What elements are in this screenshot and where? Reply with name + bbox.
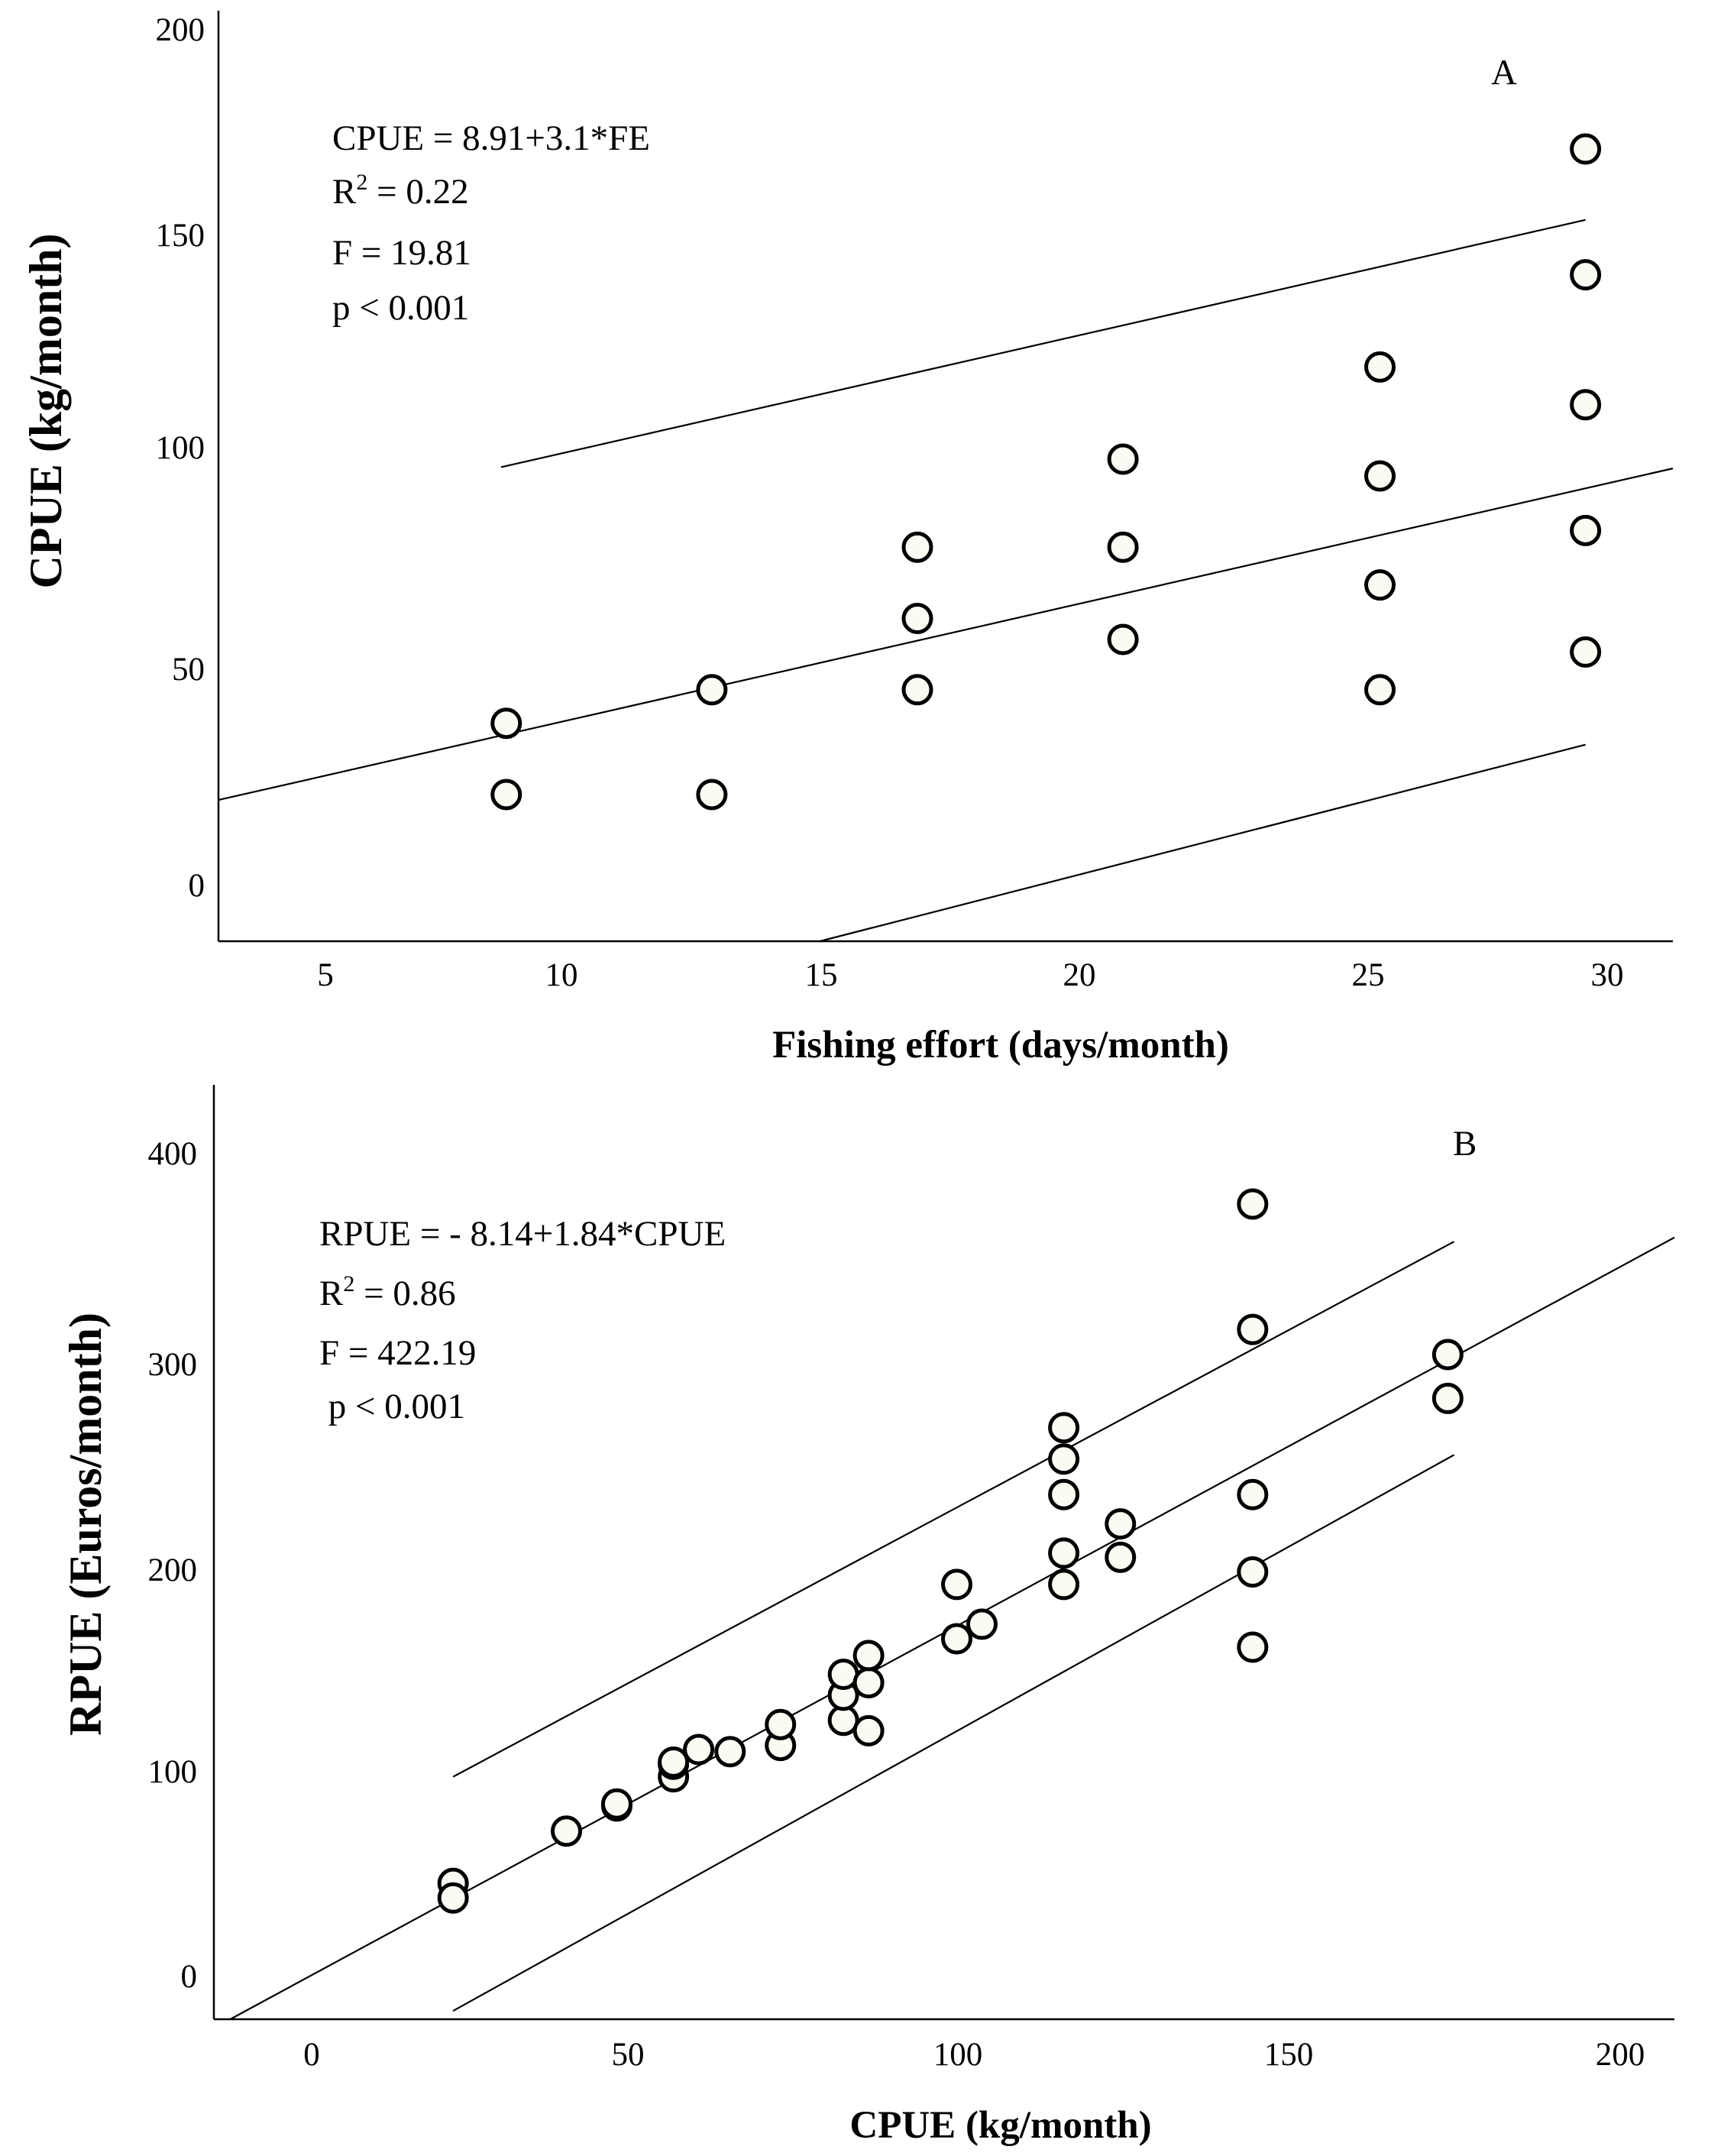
panel-a-data-point [901, 531, 933, 563]
panel-a-points [490, 133, 1602, 811]
panel-a-data-point [1364, 569, 1396, 601]
panel-b-points [437, 1188, 1464, 1914]
panel-a-data-point [1107, 443, 1139, 475]
panel-a-x-tick-label: 20 [1063, 957, 1096, 993]
panel-b-data-point [714, 1736, 746, 1768]
panel-b-data-point [1237, 1631, 1269, 1663]
panel-a-data-point [1570, 514, 1602, 546]
panel-a-equation: CPUE = 8.91+3.1*FE [332, 118, 650, 158]
panel-a-y-axis-label: CPUE (kg/month) [21, 233, 71, 588]
panel-b-data-point [1048, 1478, 1080, 1510]
panel-a-y-ticks: 0 50 100 150 200 [156, 12, 205, 904]
panel-b-p-value: p < 0.001 [319, 1387, 465, 1426]
panel-b-x-tick-label: 150 [1264, 2037, 1314, 2073]
panel-b-x-tick-label: 0 [303, 2037, 320, 2073]
panel-a-data-point [490, 779, 522, 811]
panel-a-lower-prediction-line [819, 743, 1586, 943]
panel-b-data-point [940, 1623, 972, 1655]
panel-a-data-point [1570, 259, 1602, 291]
panel-b-data-point [940, 1568, 972, 1601]
panel-a-x-tick-label: 30 [1591, 957, 1624, 993]
panel-b-upper-prediction-line [452, 1241, 1455, 1778]
panel-a-data-point [696, 779, 728, 811]
panel-a-x-tick-label: 25 [1352, 957, 1385, 993]
panel-b-data-point [1237, 1478, 1269, 1510]
panel-b-x-axis-label: CPUE (kg/month) [849, 2104, 1151, 2147]
panel-b-f-statistic: F = 422.19 [319, 1333, 476, 1373]
panel-b-x-tick-label: 200 [1596, 2037, 1645, 2073]
panel-b-label: B [1453, 1124, 1477, 1164]
panel-a-y-tick-label: 0 [189, 868, 205, 904]
panel-b-data-point [1431, 1339, 1464, 1371]
panel-a-x-ticks: 5 10 15 20 25 30 [317, 957, 1623, 993]
panel-a-x-tick-label: 10 [545, 957, 578, 993]
panel-b-data-point [966, 1608, 998, 1640]
panel-b-data-point [1105, 1541, 1137, 1573]
panel-b-r-squared: R2 = 0.86 [319, 1271, 456, 1313]
panel-a-data-point [1364, 674, 1396, 706]
panel-b-data-point [437, 1882, 469, 1914]
panel-a-data-point [1570, 389, 1602, 421]
panel-b-y-tick-label: 300 [148, 1347, 198, 1383]
panel-b-data-point [683, 1734, 715, 1766]
panel-a-f-statistic: F = 19.81 [332, 233, 471, 273]
panel-a-data-point [1107, 531, 1139, 563]
panel-a-y-tick-label: 50 [172, 652, 205, 688]
panel-b-y-tick-label: 400 [148, 1136, 198, 1172]
panel-b-y-tick-label: 100 [148, 1754, 198, 1790]
panel-a-data-point [1364, 351, 1396, 383]
panel-a-y-tick-label: 200 [156, 12, 205, 48]
panel-b-chart: 0 50 100 150 200 0 100 200 300 400 B RPUE = - 8.… [60, 1085, 1675, 2147]
panel-a-data-point [901, 674, 933, 706]
panel-a-p-value: p < 0.001 [332, 288, 469, 328]
panel-b-x-tick-label: 50 [612, 2037, 645, 2073]
panel-b-data-point [1048, 1568, 1080, 1601]
panel-b-data-point [765, 1708, 797, 1740]
panel-b-data-point [1237, 1555, 1269, 1588]
panel-b-data-point [658, 1746, 690, 1778]
panel-b-lower-prediction-line [452, 1454, 1455, 2012]
panel-a-chart: 5 10 15 20 25 30 0 50 100 150 200 A CPUE = 8.91+3… [21, 11, 1674, 1067]
panel-b-data-point [852, 1640, 885, 1672]
panel-a-y-tick-label: 150 [156, 218, 205, 254]
panel-a-r-squared: R2 = 0.22 [332, 170, 469, 212]
panel-a-data-point [1364, 460, 1396, 492]
panel-a-y-tick-label: 100 [156, 430, 205, 466]
panel-a-data-point [1570, 133, 1602, 165]
panel-a-x-tick-label: 5 [317, 957, 334, 993]
panel-a-data-point [1107, 623, 1139, 656]
panel-a-fit-lines [218, 219, 1674, 943]
panel-b-data-point [1237, 1188, 1269, 1220]
panel-b-data-point [1431, 1382, 1464, 1414]
panel-a-data-point [901, 603, 933, 635]
panel-b-y-ticks: 0 100 200 300 400 [148, 1136, 198, 1995]
panel-b-data-point [1105, 1508, 1137, 1540]
panel-a-label: A [1491, 53, 1517, 92]
panel-b-data-point [852, 1714, 885, 1746]
panel-b-equation: RPUE = - 8.14+1.84*CPUE [319, 1214, 726, 1254]
panel-b-data-point [1048, 1443, 1080, 1475]
panel-b-y-axis-label: RPUE (Euros/month) [60, 1313, 111, 1736]
panel-b-data-point [551, 1815, 583, 1847]
panel-b-data-point [1048, 1537, 1080, 1569]
panel-b-y-tick-label: 200 [148, 1552, 198, 1588]
panel-a-upper-prediction-line [500, 219, 1586, 468]
panel-b-data-point [852, 1667, 885, 1699]
panel-b-x-ticks: 0 50 100 150 200 [303, 2037, 1645, 2073]
panel-b-data-point [600, 1788, 632, 1820]
panel-b-y-tick-label: 0 [181, 1959, 198, 1995]
panel-a-data-point [696, 674, 728, 706]
panel-a-data-point [490, 707, 522, 740]
panel-a-data-point [1570, 636, 1602, 668]
panel-a-x-tick-label: 15 [805, 957, 838, 993]
panel-b-data-point [1237, 1313, 1269, 1345]
panel-b-x-tick-label: 100 [933, 2037, 983, 2073]
panel-a-regression-line [218, 468, 1674, 801]
panel-a-x-axis-label: Fishing effort (days/month) [772, 1024, 1229, 1067]
panel-b-data-point [1048, 1412, 1080, 1444]
